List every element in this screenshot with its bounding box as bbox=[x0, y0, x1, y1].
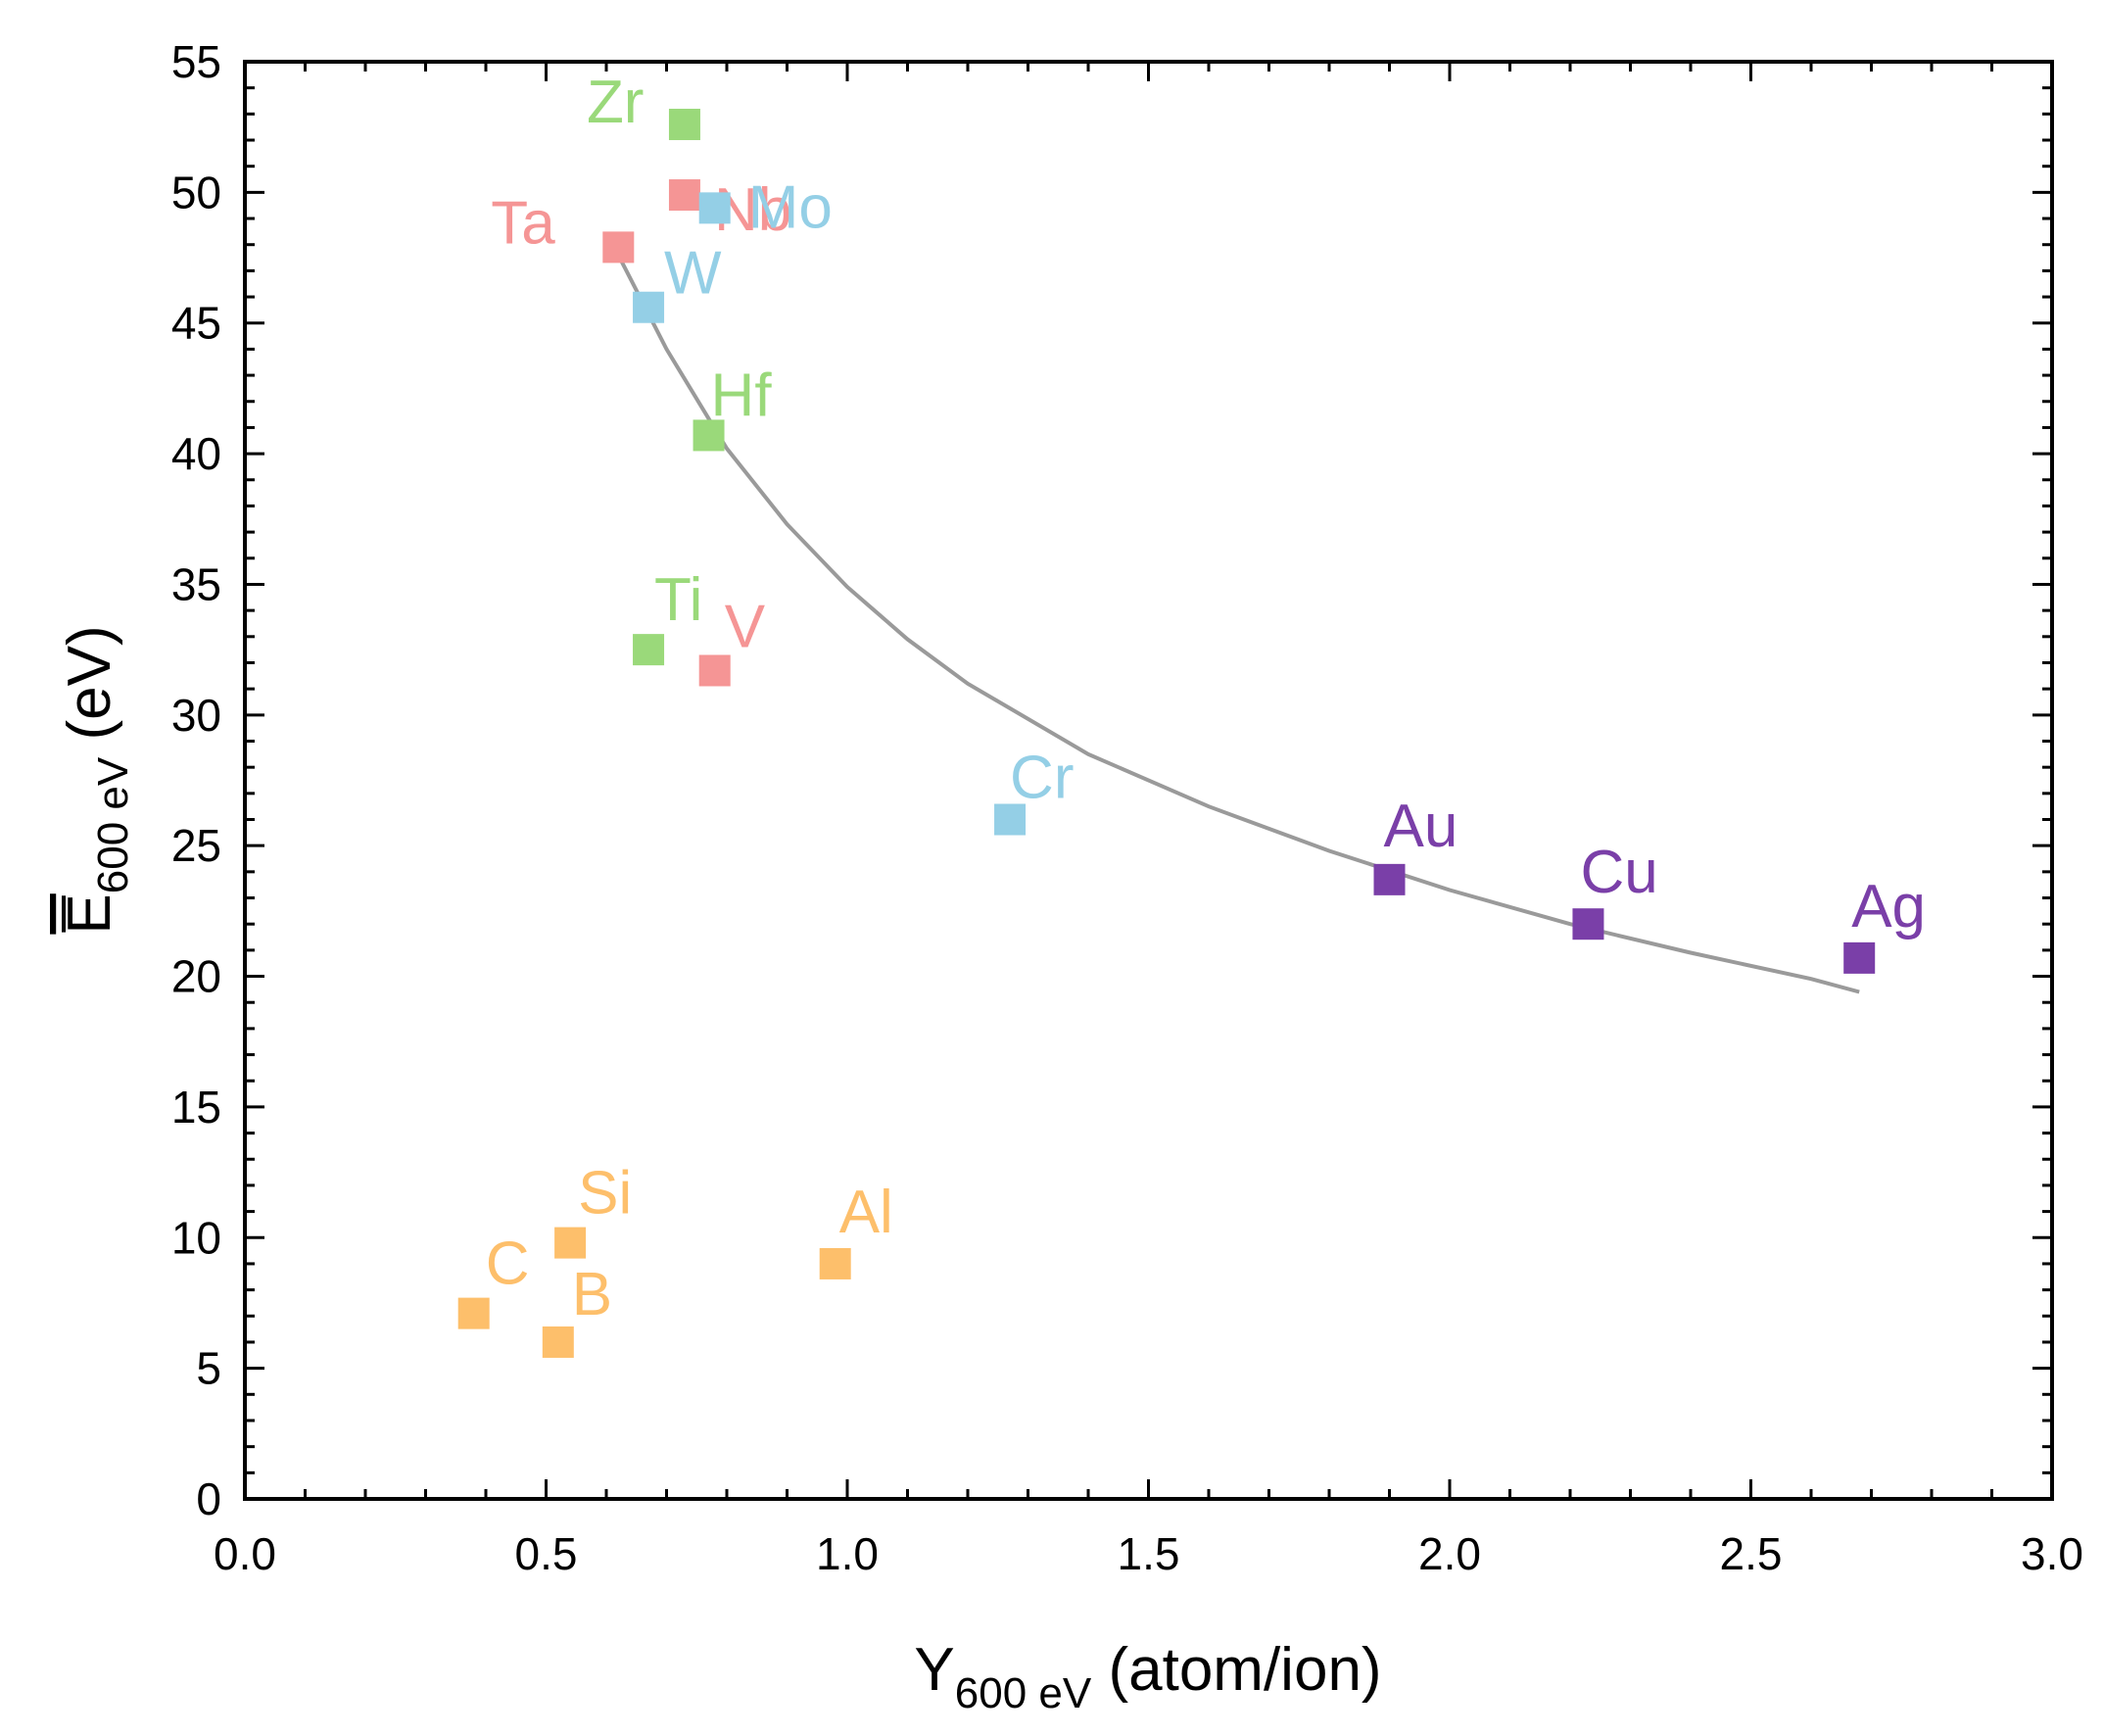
fit-curve bbox=[616, 254, 1860, 994]
point-label-c: C bbox=[486, 1230, 530, 1298]
data-point-au bbox=[1373, 863, 1406, 895]
y-tick-label: 35 bbox=[171, 558, 221, 609]
x-tick-label: 0.0 bbox=[214, 1528, 276, 1579]
point-label-v: V bbox=[725, 593, 766, 660]
data-point-mo bbox=[698, 192, 731, 224]
y-tick-label: 10 bbox=[171, 1212, 221, 1263]
data-point-ta bbox=[602, 231, 635, 264]
y-tick-label: 5 bbox=[196, 1343, 221, 1394]
data-point-v bbox=[698, 654, 731, 687]
y-axis-title-unit: (eV) bbox=[56, 625, 123, 756]
y-tick-label: 0 bbox=[196, 1473, 221, 1524]
point-label-hf: Hf bbox=[711, 362, 773, 429]
y-tick-label: 55 bbox=[171, 36, 221, 87]
data-point-al bbox=[819, 1247, 851, 1279]
x-tick-label: 0.5 bbox=[515, 1528, 578, 1579]
x-axis-title-sub: 600 eV bbox=[955, 1669, 1092, 1717]
data-point-w bbox=[633, 291, 665, 323]
data-point-nb bbox=[668, 179, 700, 212]
data-point-hf bbox=[693, 419, 725, 452]
y-tick-label: 50 bbox=[171, 167, 221, 217]
data-point-cr bbox=[994, 803, 1027, 836]
x-axis-ticks: 0.0 0.5 1.0 1.5 2.0 2.5 3.0 bbox=[214, 62, 2083, 1579]
point-label-ag: Ag bbox=[1851, 873, 1926, 940]
point-label-ta: Ta bbox=[491, 189, 555, 257]
data-point-ag bbox=[1843, 941, 1876, 974]
y-tick-label: 15 bbox=[171, 1082, 221, 1133]
y-axis-title: E600 eV (eV) bbox=[56, 625, 137, 934]
fit-curve-layer bbox=[616, 254, 1860, 994]
point-label-b: B bbox=[572, 1261, 612, 1328]
y-axis-ticks: 0 5 10 15 20 25 30 35 40 45 50 55 bbox=[171, 36, 2052, 1524]
x-tick-label: 1.0 bbox=[816, 1528, 879, 1579]
y-tick-label: 20 bbox=[171, 951, 221, 1002]
y-tick-label: 30 bbox=[171, 690, 221, 741]
point-label-w: W bbox=[664, 240, 722, 308]
y-axis-title-sub: 600 eV bbox=[89, 756, 137, 893]
x-axis-title: Y600 eV (atom/ion) bbox=[914, 1636, 1381, 1717]
y-tick-label: 45 bbox=[171, 298, 221, 349]
y-axis-title-main: E bbox=[56, 893, 123, 934]
data-point-si bbox=[554, 1227, 587, 1259]
point-label-cu: Cu bbox=[1580, 839, 1657, 906]
x-axis-title-unit: (atom/ion) bbox=[1091, 1636, 1381, 1704]
data-point-b bbox=[542, 1326, 574, 1358]
data-point-ti bbox=[633, 634, 665, 666]
point-label-au: Au bbox=[1384, 793, 1458, 860]
x-axis-title-main: Y bbox=[914, 1636, 954, 1704]
point-label-zr: Zr bbox=[587, 69, 645, 136]
data-point-zr bbox=[668, 109, 700, 141]
x-tick-label: 1.5 bbox=[1118, 1528, 1180, 1579]
data-point-cu bbox=[1572, 908, 1604, 940]
point-label-si: Si bbox=[578, 1160, 632, 1228]
y-tick-label: 40 bbox=[171, 428, 221, 479]
x-tick-label: 2.0 bbox=[1418, 1528, 1481, 1579]
point-label-mo: Mo bbox=[748, 173, 833, 241]
axes: 0.0 0.5 1.0 1.5 2.0 2.5 3.0 0 5 10 15 20 25 30 35 40 45… bbox=[171, 36, 2083, 1579]
point-label-ti: Ti bbox=[654, 566, 702, 634]
point-label-cr: Cr bbox=[1010, 745, 1074, 812]
y-tick-label: 25 bbox=[171, 820, 221, 871]
point-label-al: Al bbox=[839, 1179, 893, 1246]
x-tick-label: 3.0 bbox=[2021, 1528, 2083, 1579]
y-axis-title-group: E600 eV (eV) bbox=[56, 625, 137, 934]
data-point-c bbox=[457, 1297, 490, 1329]
x-tick-label: 2.5 bbox=[1720, 1528, 1783, 1579]
